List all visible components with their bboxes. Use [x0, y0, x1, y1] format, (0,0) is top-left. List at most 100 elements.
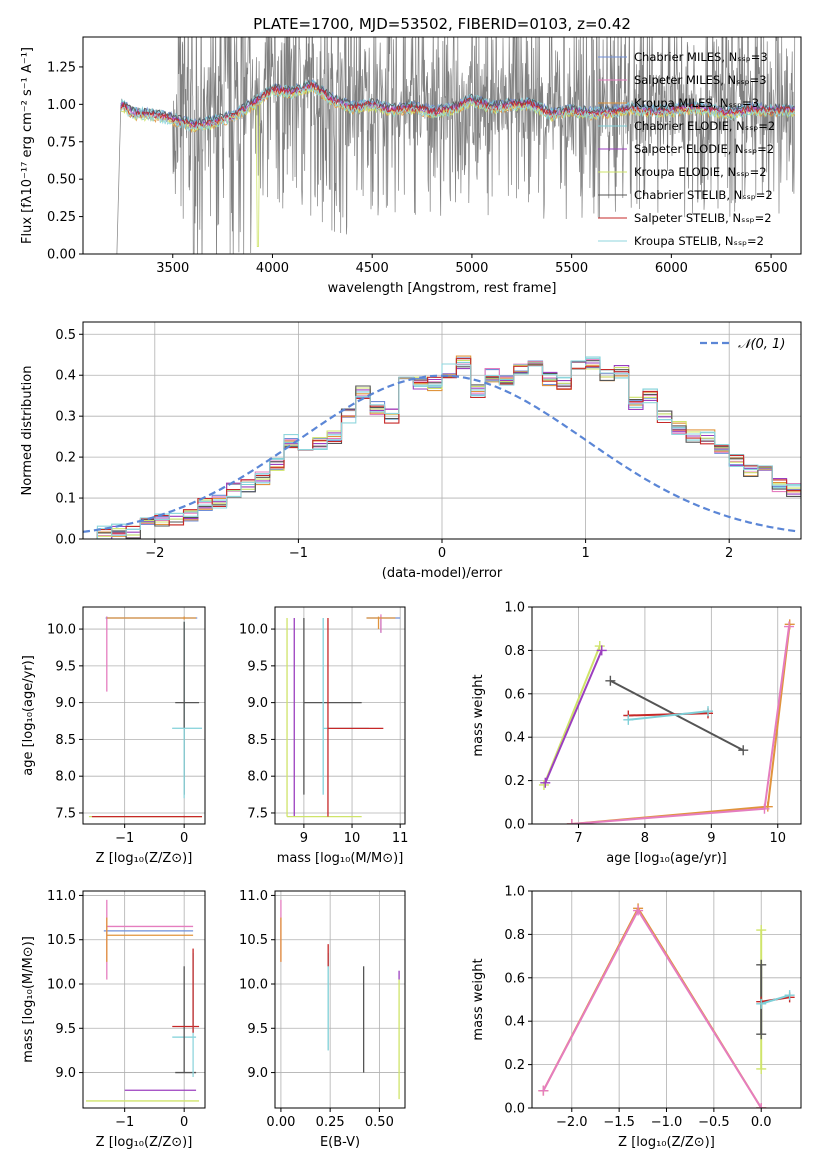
- y-tick-label: 10.0: [47, 978, 76, 993]
- axes-frame: [531, 606, 802, 825]
- x-tick-label: 3500: [156, 261, 189, 276]
- axes-frame: [82, 606, 206, 825]
- y-tick-label: 0.5: [55, 328, 76, 343]
- model-line-kroupa-stelib: [120, 85, 795, 132]
- histogram-kroupa-stelib: [83, 357, 801, 539]
- marker-salpeter-miles: [756, 1103, 767, 1108]
- y-tick-label: 1.25: [47, 60, 76, 75]
- series-line-salpeter-miles: [571, 626, 790, 824]
- x-tick-label: 8: [641, 831, 649, 846]
- y-tick-label: 10.0: [239, 623, 268, 638]
- y-tick-label: 9.5: [55, 659, 76, 674]
- y-axis-label: mass weight: [471, 674, 486, 756]
- x-tick-label: 0: [180, 831, 188, 846]
- y-tick-label: 0.4: [504, 1015, 525, 1030]
- y-tick-label: 9.5: [55, 1022, 76, 1037]
- marker-salpeter-elodie: [540, 777, 551, 788]
- marker-chabrier-stelib: [756, 1029, 767, 1040]
- marker-chabrier-stelib: [756, 959, 767, 970]
- gaussian-curve: [83, 374, 799, 533]
- histogram-chabrier-elodie: [83, 356, 801, 539]
- marker-kroupa-elodie: [756, 925, 767, 936]
- y-tick-label: 0.50: [47, 173, 76, 188]
- marker-chabrier-elodie: [703, 706, 714, 717]
- x-tick-label: 9: [707, 831, 715, 846]
- y-tick-label: 0.6: [504, 687, 525, 702]
- y-tick-label: 0.0: [55, 533, 76, 548]
- marker-salpeter-miles: [784, 621, 795, 632]
- y-tick-label: 0.2: [55, 451, 76, 466]
- x-tick-label: −2: [145, 546, 164, 561]
- y-tick-label: 7.5: [247, 806, 268, 821]
- x-tick-label: 0.25: [316, 1115, 345, 1130]
- x-tick-label: 11: [392, 831, 409, 846]
- legend-label: Salpeter STELIB, Nₛₛₚ=2: [634, 211, 772, 225]
- x-tick-label: −1: [115, 831, 134, 846]
- y-axis-label: age [log₁₀(age/yr)]: [21, 655, 36, 776]
- x-tick-label: −1: [289, 546, 308, 561]
- y-tick-label: 0.1: [55, 492, 76, 507]
- marker-chabrier-stelib: [605, 675, 616, 686]
- model-line-chabrier-stelib: [120, 79, 795, 126]
- y-tick-label: 11.0: [239, 889, 268, 904]
- x-tick-label: 6500: [755, 261, 788, 276]
- marker-kroupa-elodie: [756, 1063, 767, 1074]
- panel-mass-vs-EBV: 0.00 0.25 0.50 9.0 9.5 10.0 10.5 11.0 E(B-V): [239, 889, 406, 1150]
- y-tick-label: 0.75: [47, 135, 76, 150]
- axes-frame: [82, 890, 206, 1109]
- x-tick-label: 0: [180, 1115, 188, 1130]
- panel-age-vs-mass: 9 10 11 7.5 8.0 8.5 9.0 9.5 10.0 mass [log₁₀(M/M⊙…: [239, 606, 409, 866]
- panel-weight-vs-Z: −2.0 −1.5 −1.0 −0.5 0.0 0.0 0.2 0.4 0.6 0.8 1.0 Z […: [471, 885, 802, 1150]
- y-tick-label: 0.25: [47, 210, 76, 225]
- x-tick-label: 4500: [356, 261, 389, 276]
- chart-title: PLATE=1700, MJD=53502, FIBERID=0103, z=0…: [253, 15, 631, 33]
- model-line-kroupa-elodie: [120, 86, 795, 247]
- y-tick-label: 8.0: [55, 770, 76, 785]
- y-tick-label: 9.0: [247, 696, 268, 711]
- model-line-salpeter-elodie: [120, 83, 796, 129]
- legend-label: Chabrier STELIB, Nₛₛₚ=2: [634, 188, 773, 202]
- series-line-salpeter-miles: [542, 908, 763, 1108]
- marker-salpeter-elodie: [596, 645, 607, 656]
- legend-label: Salpeter MILES, Nₛₛₚ=3: [634, 73, 767, 87]
- y-tick-label: 10.5: [239, 933, 268, 948]
- y-tick-label: 9.0: [247, 1066, 268, 1081]
- series-line-kroupa-miles: [571, 624, 791, 824]
- y-tick-label: 1.0: [504, 601, 525, 616]
- y-tick-label: 0.2: [504, 774, 525, 789]
- marker-kroupa-elodie: [538, 779, 549, 790]
- series-line-chabrier-elodie: [760, 994, 790, 1005]
- x-tick-label: 4000: [256, 261, 289, 276]
- x-tick-label: −1.0: [651, 1115, 683, 1130]
- x-axis-label: wavelength [Angstrom, rest frame]: [328, 281, 557, 296]
- y-tick-label: 1.0: [504, 885, 525, 900]
- axes-frame: [82, 321, 802, 540]
- x-tick-label: 5500: [555, 261, 588, 276]
- y-tick-label: 9.5: [247, 1022, 268, 1037]
- marker-chabrier-elodie: [756, 998, 767, 1009]
- x-tick-label: 6000: [655, 261, 688, 276]
- x-tick-label: −2.0: [556, 1115, 588, 1130]
- legend-label: Chabrier MILES, Nₛₛₚ=3: [634, 50, 768, 64]
- plot-area-weight-vs-Z: [538, 903, 795, 1108]
- plot-area-weight-vs-age: [538, 619, 795, 824]
- y-tick-label: 8.0: [247, 770, 268, 785]
- panel-weight-vs-age: 7 8 9 10 0.0 0.2 0.4 0.6 0.8 1.0 age [log₁₀(age/yr…: [471, 601, 802, 866]
- x-tick-label: 10: [344, 831, 361, 846]
- y-tick-label: 0.4: [55, 369, 76, 384]
- y-tick-label: 0.0: [504, 818, 525, 833]
- plot-area-mass-vs-EBV: [280, 899, 400, 1100]
- y-tick-label: 0.2: [504, 1058, 525, 1073]
- axes-frame: [274, 606, 406, 825]
- panel-age-vs-Z: −1 0 7.5 8.0 8.5 9.0 9.5 10.0 Z [log₁₀(Z/Z⊙)] age…: [21, 606, 206, 866]
- plot-area-residuals: [83, 355, 801, 539]
- legend-label: Salpeter ELODIE, Nₛₛₚ=2: [634, 142, 774, 156]
- marker-chabrier-stelib: [738, 745, 749, 756]
- legend-label: Kroupa STELIB, Nₛₛₚ=2: [634, 234, 764, 248]
- x-axis-label: Z [log₁₀(Z/Z⊙)]: [96, 851, 193, 866]
- plot-area-age-vs-Z: [88, 616, 203, 818]
- x-tick-label: 7: [574, 831, 582, 846]
- axes-frame: [274, 890, 406, 1109]
- x-tick-label: 0.0: [751, 1115, 772, 1130]
